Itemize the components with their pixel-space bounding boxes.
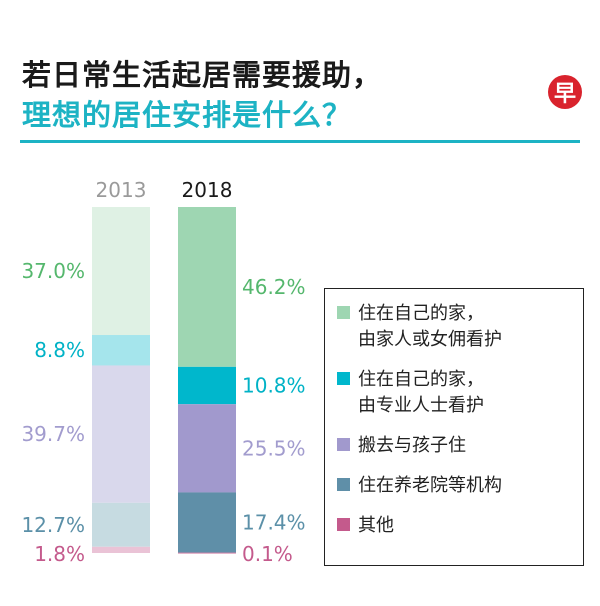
brand-logo: 早 bbox=[548, 75, 582, 109]
bar-2018-segment-3 bbox=[178, 492, 236, 553]
value-label-2013-3: 12.7% bbox=[21, 513, 85, 537]
bar-2018-segment-1 bbox=[178, 366, 236, 405]
value-label-2018-2: 25.5% bbox=[242, 436, 306, 460]
legend-label: 住在养老院等机构 bbox=[358, 475, 502, 496]
legend-item-2: 搬去与孩子住 bbox=[337, 433, 571, 459]
value-label-2018-3: 17.4% bbox=[242, 511, 306, 535]
value-label-2018-0: 46.2% bbox=[242, 275, 306, 299]
legend-item-1: 住在自己的家， 由专业人士看护 bbox=[337, 367, 571, 419]
bar-2018-segment-0 bbox=[178, 207, 236, 367]
bar-2013-segment-1 bbox=[92, 335, 150, 366]
legend-label: 搬去与孩子住 bbox=[358, 435, 466, 456]
year-label-2013: 2013 bbox=[96, 178, 147, 202]
title-line-1: 若日常生活起居需要援助， bbox=[22, 58, 383, 92]
legend-label: 其他 bbox=[358, 515, 394, 536]
bar-2018-segment-2 bbox=[178, 404, 236, 493]
title-divider bbox=[20, 140, 580, 143]
legend-swatch bbox=[337, 438, 350, 451]
legend-label: 住在自己的家， 由家人或女佣看护 bbox=[358, 303, 502, 350]
legend-label: 住在自己的家， 由专业人士看护 bbox=[358, 369, 484, 416]
value-label-2018-4: 0.1% bbox=[242, 542, 293, 566]
value-label-2013-4: 1.8% bbox=[34, 542, 85, 566]
legend-swatch bbox=[337, 306, 350, 319]
title-line-2: 理想的居住安排是什么？ bbox=[22, 98, 353, 132]
legend-item-4: 其他 bbox=[337, 513, 571, 539]
value-label-2013-2: 39.7% bbox=[21, 422, 85, 446]
legend-swatch bbox=[337, 478, 350, 491]
bar-2013-segment-3 bbox=[92, 502, 150, 547]
legend-swatch bbox=[337, 372, 350, 385]
value-label-2018-1: 10.8% bbox=[242, 374, 306, 398]
legend-swatch bbox=[337, 518, 350, 531]
legend-item-0: 住在自己的家， 由家人或女佣看护 bbox=[337, 301, 571, 353]
value-label-2013-1: 8.8% bbox=[34, 338, 85, 362]
legend-item-3: 住在养老院等机构 bbox=[337, 473, 571, 499]
bar-2018-segment-4 bbox=[178, 552, 236, 554]
value-label-2013-0: 37.0% bbox=[21, 259, 85, 283]
bar-2013-segment-4 bbox=[92, 546, 150, 553]
bar-2013-segment-2 bbox=[92, 365, 150, 503]
legend: 住在自己的家， 由家人或女佣看护 住在自己的家， 由专业人士看护搬去与孩子住住在养… bbox=[324, 288, 584, 566]
bar-2013-segment-0 bbox=[92, 207, 150, 336]
year-label-2018: 2018 bbox=[182, 178, 233, 202]
